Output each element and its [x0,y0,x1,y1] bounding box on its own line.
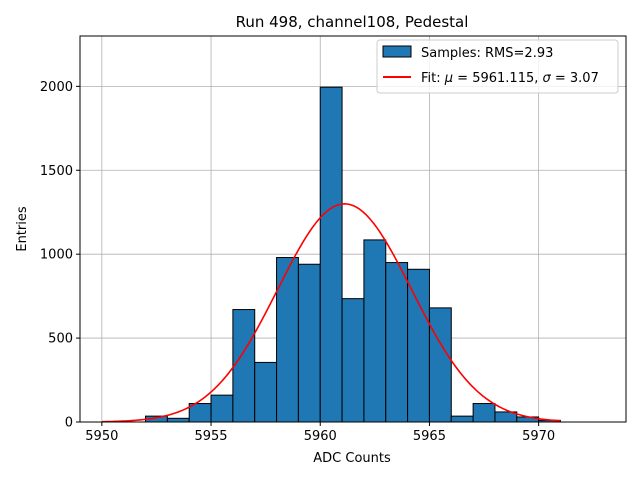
legend-fit-mu-symbol: μ [444,71,453,86]
y-tick-label: 1000 [40,248,73,263]
y-tick-label: 500 [48,332,73,347]
legend-samples-label: Samples: RMS=2.93 [421,46,553,61]
plot-frame [79,35,627,423]
x-axis-label: ADC Counts [313,451,391,466]
histogram-bar [385,262,409,423]
y-tick-label: 1500 [40,164,73,179]
legend-fit-sigma-symbol: σ [543,71,552,86]
histogram-bar [188,403,212,423]
histogram-bar [210,394,234,423]
histogram-bar [319,86,343,423]
legend-fit-prefix: Fit: [421,71,445,86]
legend-fit-sigma-value: = 3.07 [551,71,599,86]
x-tick-label: 5970 [522,429,555,444]
y-axis-label: Entries [15,206,30,252]
histogram-bars [145,86,561,423]
axis-ticks: 5950 5955 5960 5965 5970 0 500 1000 1500 2000 [40,80,555,444]
legend: Samples: RMS=2.93 Fit: μ = 5961.115, σ =… [376,39,619,94]
y-tick-label: 2000 [40,80,73,95]
x-tick-label: 5960 [304,429,337,444]
histogram-bar [297,263,321,423]
fit-curve [101,203,561,423]
chart-title: Run 498, channel108, Pedestal [236,13,469,31]
histogram-bar [472,403,496,423]
legend-fit-label: Fit: μ = 5961.115, σ = 3.07 [421,71,599,86]
fit-curve-group [101,203,561,423]
y-tick-label: 0 [65,416,73,431]
legend-fit-mu-value: = 5961.115, [453,71,542,86]
histogram-bar [166,417,190,423]
legend-bar-swatch [382,45,412,58]
x-tick-label: 5950 [85,429,118,444]
histogram-bar [341,298,365,423]
x-tick-label: 5965 [413,429,446,444]
histogram-bar [232,309,256,423]
histogram-bar [254,361,278,423]
histogram-bar [428,307,452,423]
histogram-bar [450,415,474,423]
x-tick-label: 5955 [194,429,227,444]
histogram-bar [276,257,299,423]
histogram-bar [363,239,387,423]
histogram-bar [407,268,430,423]
legend-box [376,39,619,94]
